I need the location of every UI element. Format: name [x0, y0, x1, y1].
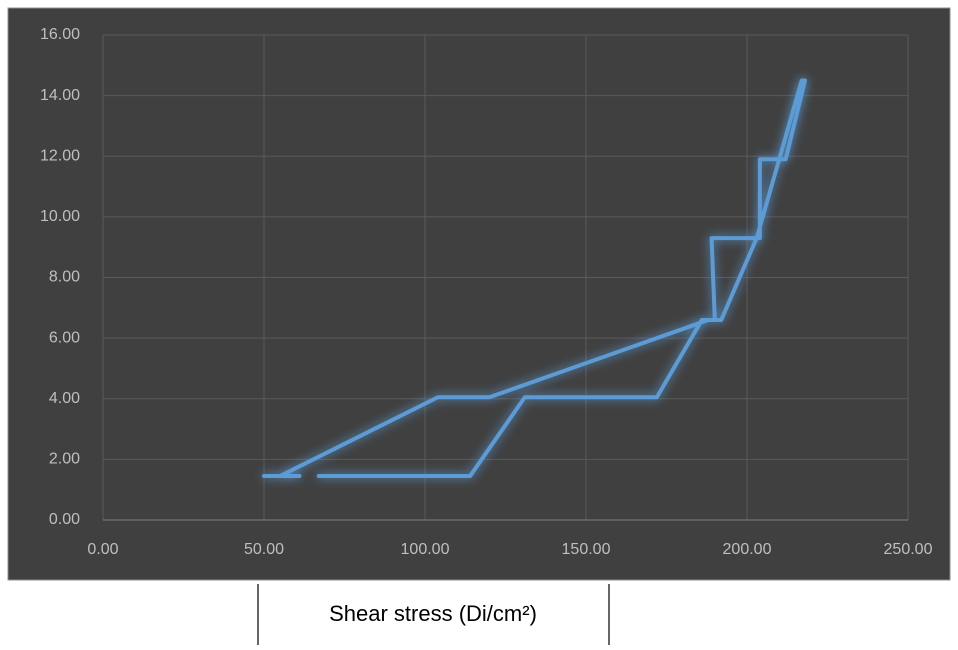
y-tick-label: 10.00 — [40, 208, 80, 225]
y-tick-label: 12.00 — [40, 147, 80, 164]
x-tick-label: 150.00 — [562, 541, 611, 558]
x-tick-label: 0.00 — [87, 541, 118, 558]
x-tick-label: 250.00 — [884, 541, 933, 558]
data-line — [262, 78, 807, 479]
x-tick-label: 100.00 — [401, 541, 450, 558]
x-tick-label: 200.00 — [723, 541, 772, 558]
y-tick-label: 16.00 — [40, 26, 80, 43]
y-tick-label: 0.00 — [49, 511, 80, 528]
x-tick-label: 50.00 — [244, 541, 284, 558]
y-tick-label: 8.00 — [49, 269, 80, 286]
x-axis-label: Shear stress (Di/cm²) — [329, 601, 537, 626]
y-tick-label: 4.00 — [49, 390, 80, 407]
y-tick-label: 14.00 — [40, 87, 80, 104]
chart-background — [7, 7, 951, 581]
y-tick-label: 2.00 — [49, 451, 80, 468]
y-tick-label: 6.00 — [49, 329, 80, 346]
